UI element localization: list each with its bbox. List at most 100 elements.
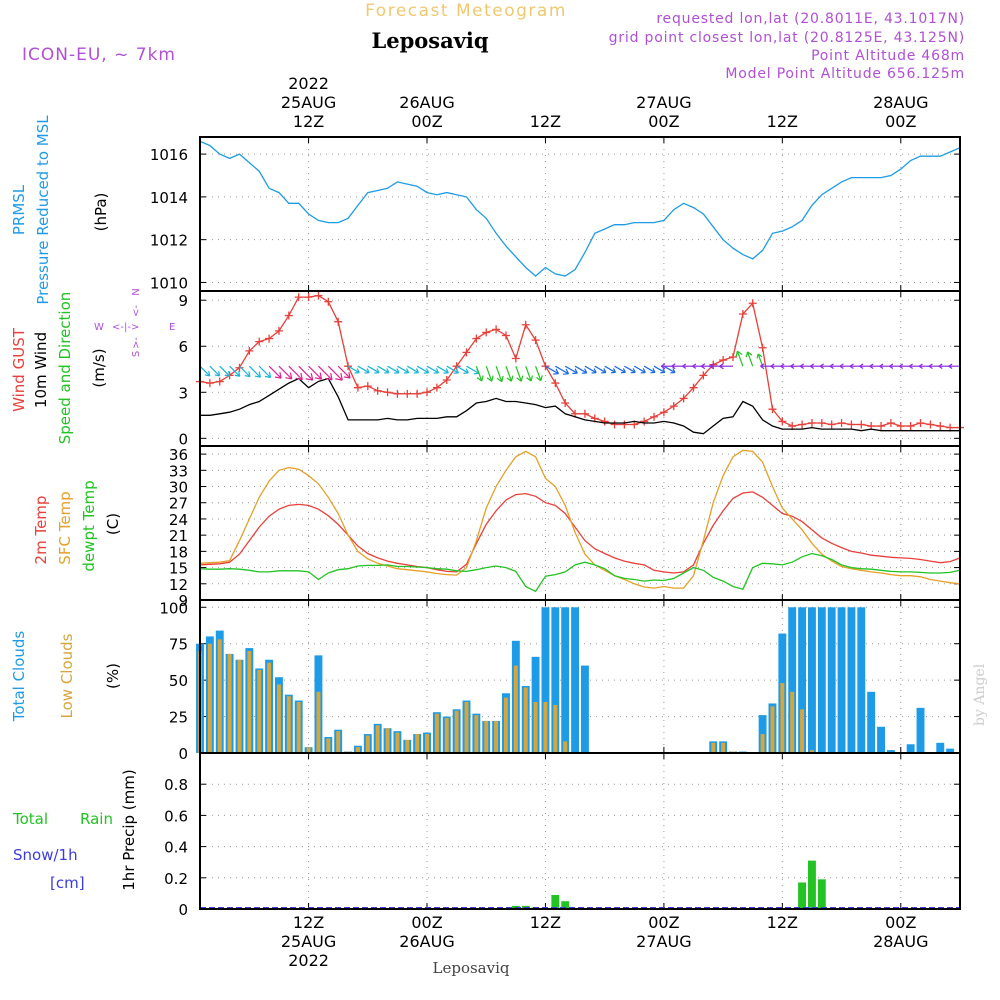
wind-arrow-head — [264, 371, 272, 379]
total-cloud-bar — [541, 607, 550, 753]
gust-marker — [738, 310, 747, 319]
low-cloud-bar — [375, 725, 380, 753]
wind-arrow — [258, 365, 271, 378]
y-tick-label: 50 — [169, 672, 188, 690]
precip-total-label: Total — [12, 810, 48, 828]
temp-dewpt-label: dewpt Temp — [80, 480, 98, 571]
gust-marker — [235, 363, 244, 372]
wind-arrow-head — [670, 368, 676, 374]
compass-arrow-down: >- — [131, 337, 142, 349]
wind-arrow-head — [526, 375, 534, 382]
time-label-bottom: 00Z — [885, 913, 916, 932]
wind-arrow — [545, 365, 559, 375]
wind-arrow-head — [692, 363, 697, 369]
wind-arrow-head — [453, 368, 459, 374]
wind-arrow-head — [463, 368, 469, 374]
wind-arrow-head — [889, 363, 894, 369]
panel-4: 0 0.2 0.4 0.6 0.8 — [164, 752, 961, 919]
low-cloud-bar — [267, 662, 272, 753]
wind-arrow — [239, 365, 251, 378]
wind-arrow — [278, 365, 293, 380]
gust-marker — [432, 383, 441, 392]
total-cloud-bar — [867, 691, 876, 753]
wind-arrow-head — [760, 363, 765, 370]
gust-marker — [817, 418, 826, 427]
wind-arrow — [624, 365, 636, 373]
gust-marker — [353, 383, 362, 392]
gust-marker — [284, 311, 293, 320]
time-label-top: 2022 — [288, 74, 329, 93]
gust-marker — [215, 377, 224, 386]
wind-arrow — [219, 365, 231, 377]
time-label-bottom: 00Z — [411, 913, 442, 932]
gust-marker — [363, 382, 372, 391]
wind-arrow — [298, 365, 314, 381]
wind-arrow — [555, 365, 569, 375]
series-wind-gust — [199, 294, 960, 429]
gust-marker — [580, 409, 589, 418]
wind-arrow-head — [610, 368, 617, 374]
total-cloud-bar — [886, 750, 895, 753]
wind-arrow — [475, 365, 483, 382]
wind-speed-dir-label: Speed and Direction — [56, 292, 74, 445]
wind-arrow-head — [314, 372, 323, 380]
wind-arrow — [268, 365, 282, 379]
wind-arrow — [564, 365, 578, 374]
time-label-top: 28AUG — [873, 93, 928, 112]
wind-arrow-head — [343, 372, 351, 379]
wind-arrow-head — [516, 375, 524, 382]
low-cloud-bar — [444, 718, 449, 753]
wind-arrow-head — [819, 363, 824, 369]
rain-bar — [808, 860, 816, 909]
wind-arrow — [347, 365, 360, 374]
time-label-top: 12Z — [530, 112, 561, 131]
wind-arrow — [446, 365, 459, 374]
wind-arrow-head — [630, 368, 636, 374]
wind-arrow-head — [709, 363, 715, 370]
wind-arrow — [757, 353, 764, 367]
requested-coords: requested lon,lat (20.8011E, 43.1017N) — [656, 11, 965, 27]
wind-arrow — [426, 365, 439, 374]
precip-snow-unit: [cm] — [50, 874, 85, 892]
gust-marker — [807, 418, 816, 427]
total-cloud-bar — [817, 607, 826, 753]
series-2m-temp — [199, 491, 961, 574]
rain-bar — [798, 882, 807, 909]
gust-marker — [551, 379, 560, 388]
y-tick-label: 12 — [169, 576, 188, 594]
gust-marker — [659, 408, 668, 417]
time-label-bottom: 2022 — [288, 951, 329, 970]
wind-arrow-head — [443, 368, 449, 374]
wind-arrow — [466, 365, 480, 374]
low-cloud-bar — [474, 715, 479, 753]
wind-arrow — [574, 365, 588, 374]
wind-arrow-head — [671, 363, 676, 370]
y-tick-label: 0 — [178, 745, 188, 763]
model-altitude: Model Point Altitude 656.125m — [725, 66, 965, 82]
wind-arrow-head — [719, 362, 724, 370]
wind-arrow — [584, 365, 597, 374]
y-tick-label: 9 — [178, 292, 188, 310]
low-cloud-bar — [296, 702, 301, 753]
time-label-bottom: 12Z — [293, 913, 324, 932]
y-tick-label: 0.2 — [164, 870, 188, 888]
y-tick-label: 33 — [169, 462, 188, 480]
low-cloud-bar — [434, 713, 439, 753]
gust-marker — [373, 386, 382, 395]
total-cloud-bar — [551, 607, 560, 753]
wind-arrow-head — [809, 363, 815, 369]
wind-arrow-head — [735, 350, 743, 357]
gust-marker — [857, 420, 866, 429]
wind-arrow-head — [563, 368, 570, 375]
y-tick-label: 6 — [178, 338, 188, 356]
gust-marker — [669, 402, 678, 411]
panel-3: 0 25 50 75 100 — [159, 599, 961, 763]
wind-arrow-head — [305, 373, 314, 381]
gust-marker — [650, 412, 659, 421]
y-tick-label: 1014 — [150, 189, 188, 207]
pressure-label-2: Pressure Reduced to MSL — [34, 115, 52, 305]
gust-marker — [314, 291, 323, 300]
wind-gust-label: Wind GUST — [10, 327, 28, 412]
total-cloud-bar — [847, 607, 856, 753]
wind-arrow-head — [928, 363, 933, 369]
